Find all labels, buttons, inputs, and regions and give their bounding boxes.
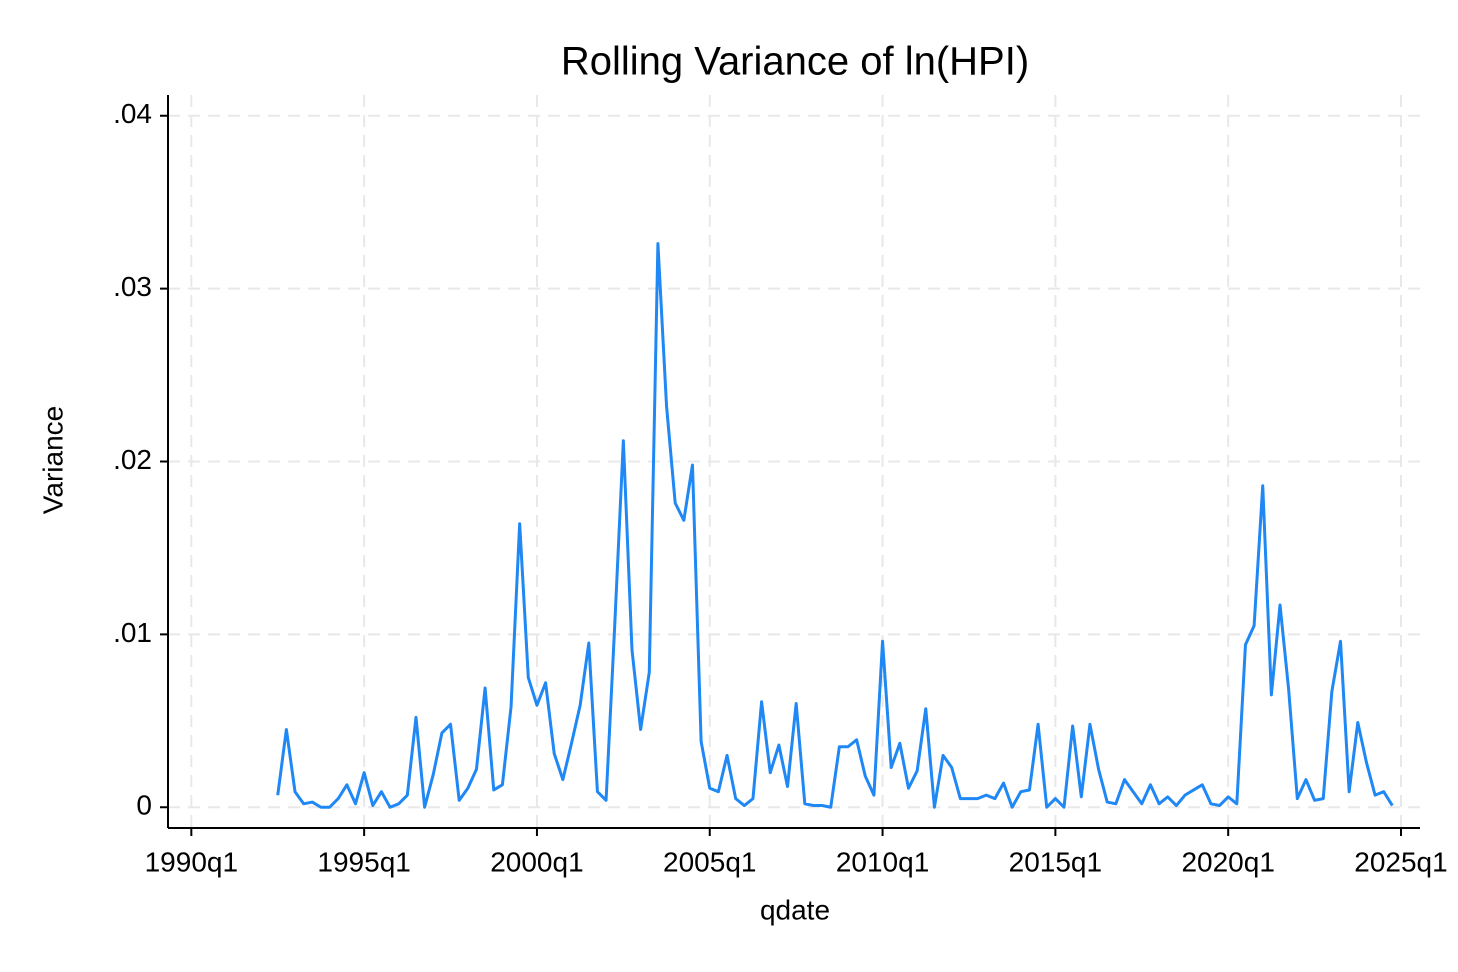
x-tick-label: 1995q1 <box>317 846 410 877</box>
x-axis-label: qdate <box>760 894 830 925</box>
y-tick-label: .01 <box>113 617 152 648</box>
y-tick-label: .04 <box>113 98 152 129</box>
data-line <box>276 242 1394 809</box>
y-tick-label: .03 <box>113 271 152 302</box>
x-tick-label: 2010q1 <box>836 846 929 877</box>
x-tick-label: 1990q1 <box>145 846 238 877</box>
x-tick-label: 2005q1 <box>663 846 756 877</box>
y-axis-label: Variance <box>37 406 68 514</box>
x-tick-label: 2020q1 <box>1181 846 1274 877</box>
x-tick-label: 2015q1 <box>1009 846 1102 877</box>
x-tick-label: 2025q1 <box>1354 846 1447 877</box>
y-tick-label: .02 <box>113 444 152 475</box>
x-tick-label: 2000q1 <box>490 846 583 877</box>
chart-title: Rolling Variance of ln(HPI) <box>561 40 1029 84</box>
y-tick-label: 0 <box>136 790 152 821</box>
